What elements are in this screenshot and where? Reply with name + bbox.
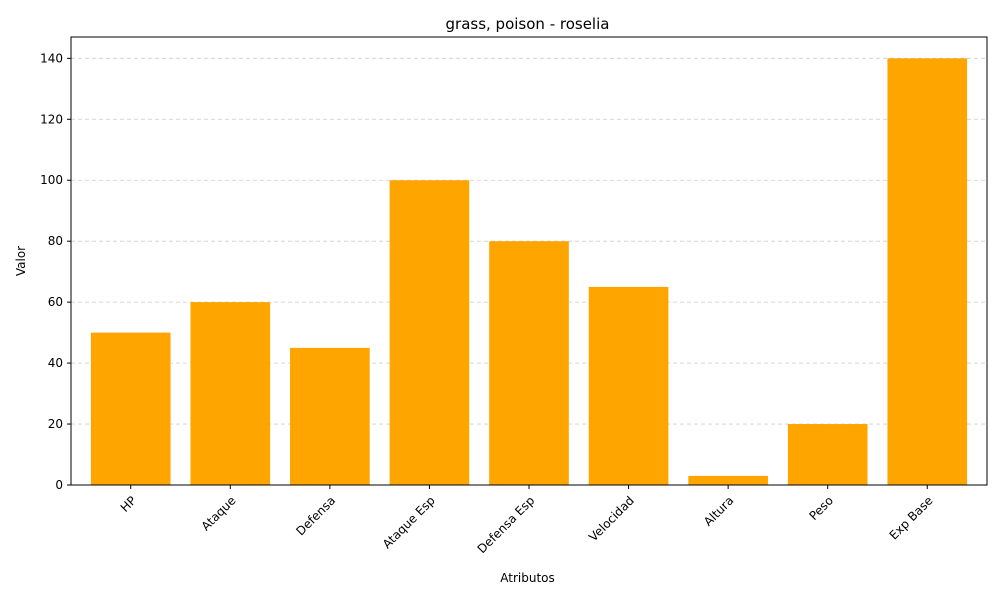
bar — [290, 347, 370, 485]
x-tick-label: Defensa Esp — [475, 493, 538, 556]
y-tick-label: 40 — [48, 356, 63, 370]
y-tick-label: 140 — [40, 51, 63, 65]
x-tick-label: Peso — [806, 493, 836, 523]
bar — [787, 424, 868, 485]
y-tick-label: 120 — [40, 112, 63, 126]
chart-title: grass, poison - roselia — [446, 15, 610, 33]
y-tick-label: 0 — [55, 478, 63, 492]
bar — [190, 302, 271, 485]
x-tick-label: Altura — [701, 493, 736, 528]
y-tick-label: 20 — [48, 417, 63, 431]
x-tick-label: Defensa — [293, 493, 338, 538]
bar — [489, 241, 569, 485]
x-tick-label: Exp Base — [887, 493, 936, 542]
bar — [389, 180, 470, 485]
x-axis-ticks: HP Ataque Defensa Ataque Esp Defensa Esp Velo… — [118, 485, 936, 556]
bar — [887, 58, 968, 485]
bars — [90, 58, 968, 485]
x-tick-label: Ataque — [199, 493, 239, 533]
bar — [588, 286, 669, 485]
x-tick-label: Velocidad — [586, 493, 637, 544]
y-tick-label: 100 — [40, 173, 63, 187]
x-tick-label: HP — [118, 493, 139, 514]
x-axis-label: Atributos — [500, 571, 555, 585]
y-tick-label: 60 — [48, 295, 63, 309]
y-axis-ticks: 0 20 40 60 80 100 120 140 — [40, 51, 71, 492]
bar — [90, 332, 171, 485]
y-axis-label: Valor — [14, 246, 28, 276]
x-tick-label: Ataque Esp — [380, 493, 438, 551]
y-tick-label: 80 — [48, 234, 63, 248]
bar — [688, 475, 768, 485]
